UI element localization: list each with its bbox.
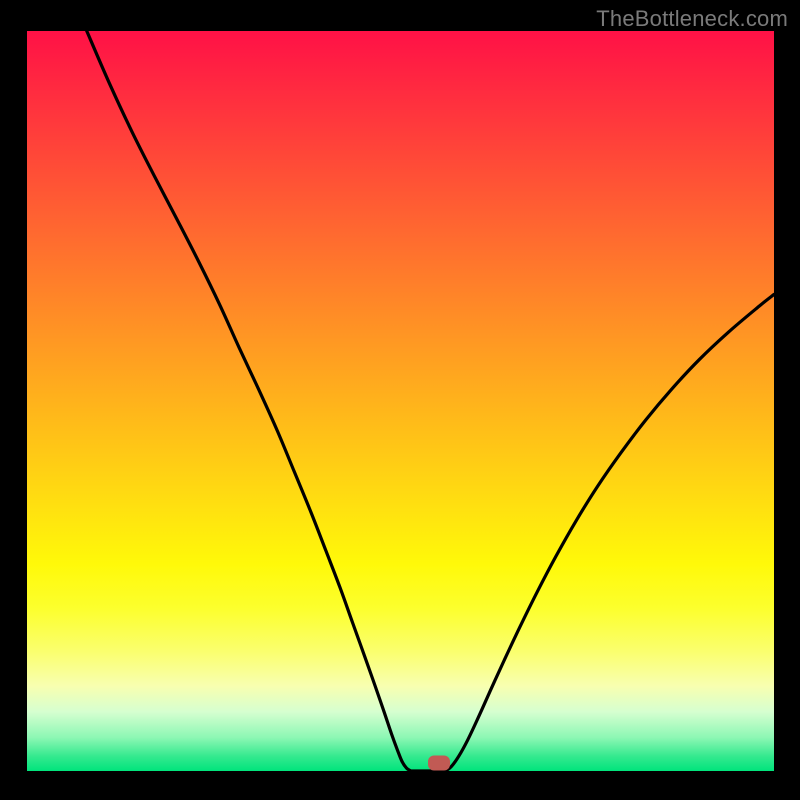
bottleneck-curve: [27, 31, 774, 771]
optimal-point-marker: [428, 755, 450, 770]
bottleneck-chart: [27, 31, 774, 771]
watermark-text: TheBottleneck.com: [596, 6, 788, 32]
